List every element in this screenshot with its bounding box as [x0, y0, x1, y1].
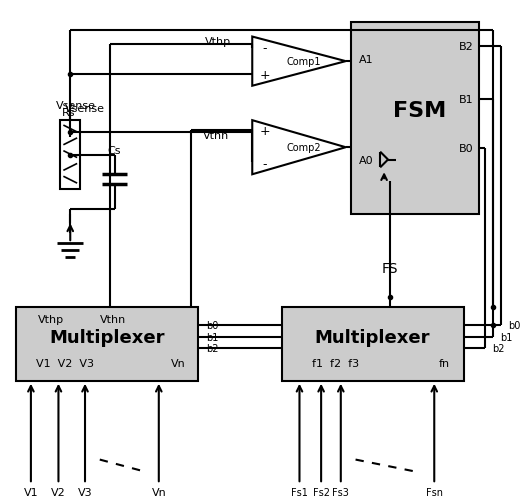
- Text: b2: b2: [492, 344, 505, 354]
- Text: Vthn: Vthn: [100, 314, 126, 324]
- Text: -: -: [263, 42, 267, 55]
- Text: Fs2: Fs2: [313, 487, 329, 497]
- Text: V1  V2  V3: V1 V2 V3: [37, 358, 94, 368]
- Polygon shape: [252, 38, 346, 87]
- Text: FSM: FSM: [393, 101, 446, 121]
- Text: b0: b0: [508, 320, 520, 330]
- Text: Vthp: Vthp: [38, 314, 64, 324]
- Text: Vthp: Vthp: [205, 38, 231, 48]
- Text: FS: FS: [382, 261, 398, 275]
- Text: B0: B0: [459, 143, 473, 153]
- Text: Fsn: Fsn: [426, 487, 443, 497]
- Text: +: +: [260, 125, 270, 138]
- Text: Vn: Vn: [171, 358, 186, 368]
- Text: b1: b1: [206, 332, 218, 342]
- Text: b1: b1: [500, 332, 513, 342]
- Text: V1: V1: [23, 487, 38, 497]
- Text: Rs: Rs: [62, 108, 75, 118]
- Text: Vn: Vn: [151, 487, 166, 497]
- Text: f1  f2  f3: f1 f2 f3: [312, 358, 360, 368]
- Text: Fs3: Fs3: [333, 487, 349, 497]
- Text: fn: fn: [438, 358, 449, 368]
- Polygon shape: [252, 121, 346, 175]
- Text: V2: V2: [51, 487, 66, 497]
- Text: Vsense: Vsense: [65, 104, 105, 114]
- Text: A1: A1: [359, 55, 373, 65]
- Text: Comp1: Comp1: [286, 57, 321, 67]
- Text: B1: B1: [459, 94, 473, 104]
- Text: V3: V3: [78, 487, 92, 497]
- Text: B2: B2: [459, 42, 473, 52]
- Bar: [61, 121, 80, 190]
- Text: A0: A0: [359, 155, 373, 165]
- Bar: [351, 23, 479, 214]
- Text: b0: b0: [206, 320, 218, 330]
- Text: Cs: Cs: [108, 145, 121, 155]
- Text: Comp2: Comp2: [286, 143, 321, 153]
- Text: Multiplexer: Multiplexer: [49, 328, 164, 346]
- Bar: [282, 308, 464, 381]
- Text: Vthn: Vthn: [203, 131, 229, 141]
- Bar: [16, 308, 198, 381]
- Text: Vsense: Vsense: [55, 101, 96, 111]
- Text: Fs1: Fs1: [291, 487, 308, 497]
- Text: -: -: [263, 158, 267, 171]
- Text: Multiplexer: Multiplexer: [315, 328, 430, 346]
- Text: +: +: [260, 69, 270, 82]
- Text: b2: b2: [206, 344, 219, 354]
